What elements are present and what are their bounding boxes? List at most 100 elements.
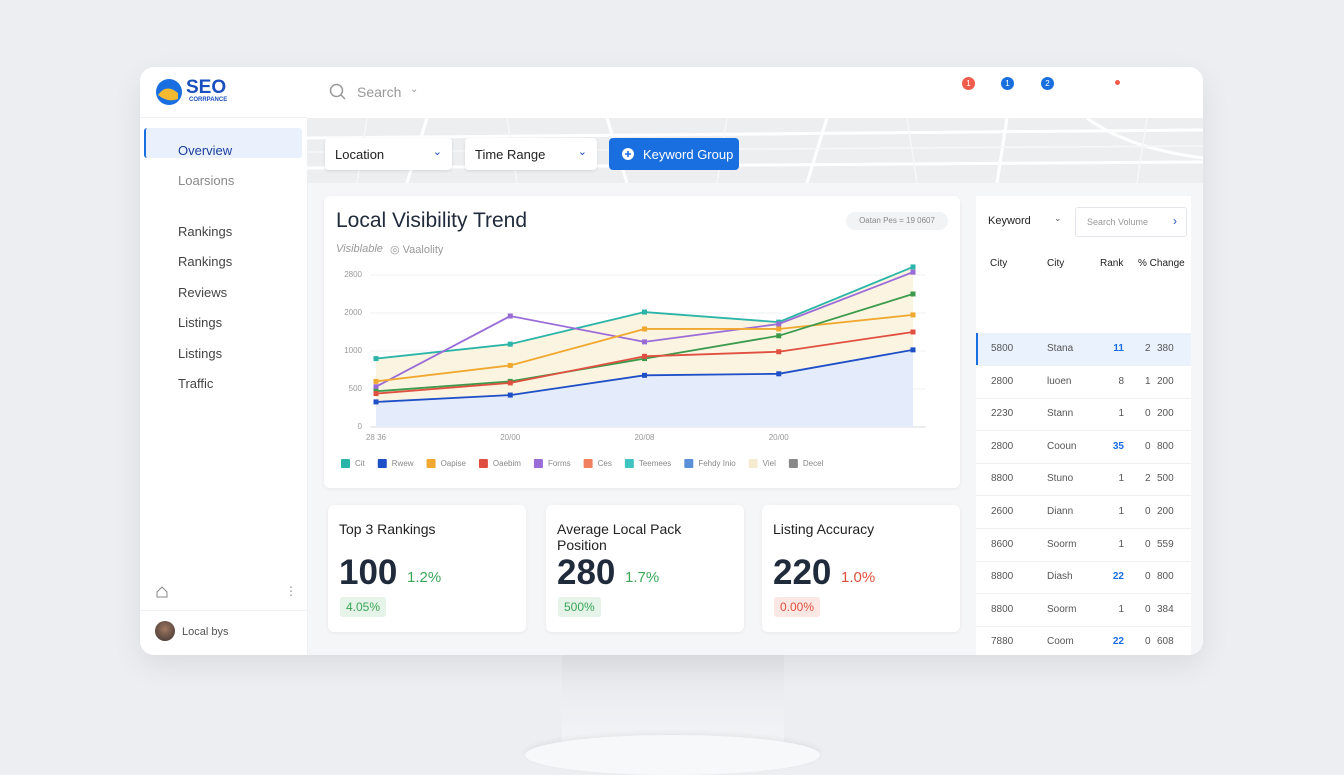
data-point [373,384,379,390]
data-point [776,349,782,355]
data-point [776,326,782,332]
table-cell: 800 [1157,571,1174,583]
table-cell[interactable]: 5800 [991,343,1014,354]
row-divider [976,397,1191,399]
kpi-change: 1.2% [407,569,442,586]
data-point [507,362,513,368]
table-cell: 11 [1113,343,1124,354]
table-cell[interactable]: 7880 [991,636,1014,648]
data-point [507,341,513,347]
keyword-group-button[interactable]: Keyword Group [609,138,739,170]
data-point [642,326,647,332]
table-cell: 8 [1118,375,1124,387]
table-cell: 22 [1112,571,1124,583]
nav-item[interactable]: Traffic [178,376,214,391]
data-point [910,269,916,275]
date-range-pill[interactable]: Oatan Pes = 19 0607 [846,212,948,230]
chart-toggle[interactable]: ◎ Vaalolity [390,244,444,256]
legend-swatch [583,459,593,468]
legend-swatch [478,459,488,468]
home-icon[interactable] [155,585,169,599]
table-cell: 22 [1112,636,1124,648]
search-icon[interactable] [329,83,347,101]
table-cell[interactable]: 8800 [991,603,1014,615]
nav-item[interactable]: Rankings [178,254,233,269]
table-cell: 608 [1157,636,1174,648]
y-tick-label: 500 [349,384,363,393]
divider [140,610,307,611]
nav-item[interactable]: Listings [178,315,223,330]
table-cell: 0 [1145,408,1151,420]
more-icon[interactable]: ⋮ [285,584,297,598]
legend-label: Decel [803,459,824,468]
table-cell: Stana [1047,343,1074,354]
nav-item[interactable]: Rankings [178,224,233,239]
kpi-value: 280 [557,553,616,592]
table-cell[interactable]: 2600 [991,506,1014,517]
nav-item[interactable]: Listings [178,346,223,361]
notification-badge: 1 [1001,77,1014,90]
table-cell: 500 [1157,473,1174,485]
sidebar: SEO CORRPANCE ⋮ Local bys Overview Loarsi… [140,67,308,655]
location-select[interactable]: Location ⌄ [325,138,452,170]
nav-item[interactable]: Loarsions [178,173,235,188]
filter-chevron[interactable]: ⌄ [1054,213,1062,223]
keyword-group-label: Keyword Group [643,147,734,162]
table-cell[interactable]: 2800 [991,440,1014,452]
data-point [373,356,379,362]
table-cell: Stann [1047,408,1074,420]
search-volume-input[interactable]: Search Volume › [1075,207,1187,237]
toggle-label: Vaalolity [402,244,444,256]
chart-subtitle: Visiblable [336,243,383,255]
legend-swatch [788,459,798,468]
keyword-filter[interactable]: Keyword [988,215,1031,227]
user-avatar[interactable] [155,621,175,641]
data-point [910,312,916,318]
kpi-title: Average Local Pack Position [557,521,682,553]
time-range-select[interactable]: Time Range ⌄ [465,138,597,170]
chart: 0 500 1000 2000 2800 28 36 20/00 20/08 20/00 Cit R… [341,264,926,468]
y-tick-label: 1000 [344,346,362,355]
table-cell[interactable]: 2800 [991,375,1014,387]
y-tick-label: 2800 [344,270,362,279]
kpi-badge: 0.00% [774,597,821,617]
table-cell: 0 [1145,538,1151,550]
map-banner [307,118,1203,183]
row-divider [976,365,1191,366]
table-cell[interactable]: 8800 [991,473,1014,485]
divider [140,117,307,118]
area-fill [376,349,913,427]
data-point [776,371,782,377]
table-cell[interactable]: 2230 [991,408,1014,420]
nav-item[interactable]: Overview [178,143,233,158]
table-cell[interactable]: 8600 [991,538,1014,550]
data-point [642,372,647,378]
y-tick-label: 0 [358,422,363,431]
search-chevron[interactable]: ⌄ [410,84,419,95]
data-point [776,333,782,339]
legend-label: Oapise [441,459,467,468]
table-cell[interactable]: 8800 [991,571,1014,583]
table-cell: 1 [1118,506,1124,517]
kpi-title: Top 3 Rankings [339,521,436,537]
logo: SEO [186,77,227,98]
row-divider [976,593,1191,595]
x-tick-label: 28 36 [366,433,387,442]
table-cell: 380 [1157,343,1174,354]
data-point [373,399,379,405]
kpi-card: Listing Accuracy 220 1.0% 0.00% [762,505,960,632]
table-cell: 0 [1145,440,1151,452]
logo-icon [156,79,182,105]
legend-label: Cit [355,459,366,468]
data-point [910,264,916,270]
table-cell: 0 [1145,636,1151,648]
legend-swatch [748,459,758,468]
data-point [910,347,916,353]
search-input[interactable]: Search [357,84,402,100]
table-cell: 35 [1112,440,1124,452]
x-tick-label: 20/08 [634,433,655,442]
table-cell: 384 [1157,603,1174,615]
nav-item[interactable]: Reviews [178,285,228,300]
search-volume-label: Search Volume [1087,217,1149,227]
chart-title: Local Visibility Trend [336,209,528,232]
